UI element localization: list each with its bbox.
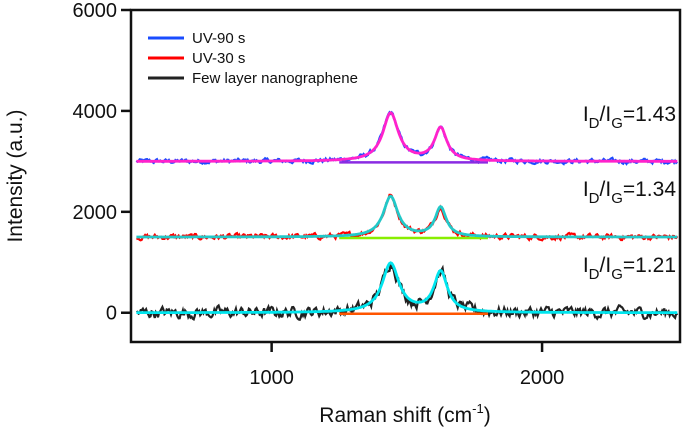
y-tick-label: 2000 [73, 202, 118, 224]
plot-area [135, 110, 679, 321]
y-tick-label: 6000 [73, 0, 118, 22]
x-tick-label: 1000 [249, 367, 294, 389]
ratio-sep: /I [600, 178, 612, 201]
ratio-sub2: G [611, 115, 623, 132]
y-tick-label: 0 [106, 303, 117, 325]
id-ig-ratio: ID/IG=1.34 [583, 178, 676, 207]
ratio-sub1: D [589, 266, 600, 283]
y-tick-label: 4000 [73, 101, 118, 123]
ratio-main: I [583, 178, 589, 201]
legend: UV-90 s UV-30 s Few layer nanographene [148, 30, 358, 87]
id-ig-ratio: ID/IG=1.43 [583, 103, 676, 132]
ratio-value: =1.21 [623, 254, 676, 277]
ratio-sep: /I [600, 103, 612, 126]
y-axis-label: Intensity (a.u.) [4, 109, 27, 242]
x-tick-label: 2000 [520, 367, 565, 389]
legend-label: UV-30 s [192, 50, 245, 67]
ratio-value: =1.43 [623, 103, 676, 126]
ratio-main: I [583, 103, 589, 126]
series-1 [136, 193, 679, 242]
x-axis-label: Raman shift (cm-1) [319, 401, 490, 427]
plot-frame [129, 8, 682, 344]
lorentzian-fit [136, 261, 678, 314]
ratio-sep: /I [600, 254, 612, 277]
series-0 [135, 110, 679, 166]
ratio-sub1: D [589, 115, 600, 132]
ratio-sub1: D [589, 190, 600, 207]
ratio-sub2: G [611, 190, 623, 207]
lorentzian-fit [136, 194, 678, 239]
series-2 [136, 261, 679, 321]
legend-label: Few layer nanographene [192, 70, 358, 87]
axes: 1000 2000 0 2000 4000 6000 [73, 0, 565, 389]
ratio-main: I [583, 254, 589, 277]
legend-label: UV-90 s [192, 30, 245, 47]
lorentzian-fit [136, 111, 678, 163]
ratio-sub2: G [611, 266, 623, 283]
id-ig-ratio: ID/IG=1.21 [583, 254, 676, 283]
ratio-value: =1.34 [623, 178, 676, 201]
